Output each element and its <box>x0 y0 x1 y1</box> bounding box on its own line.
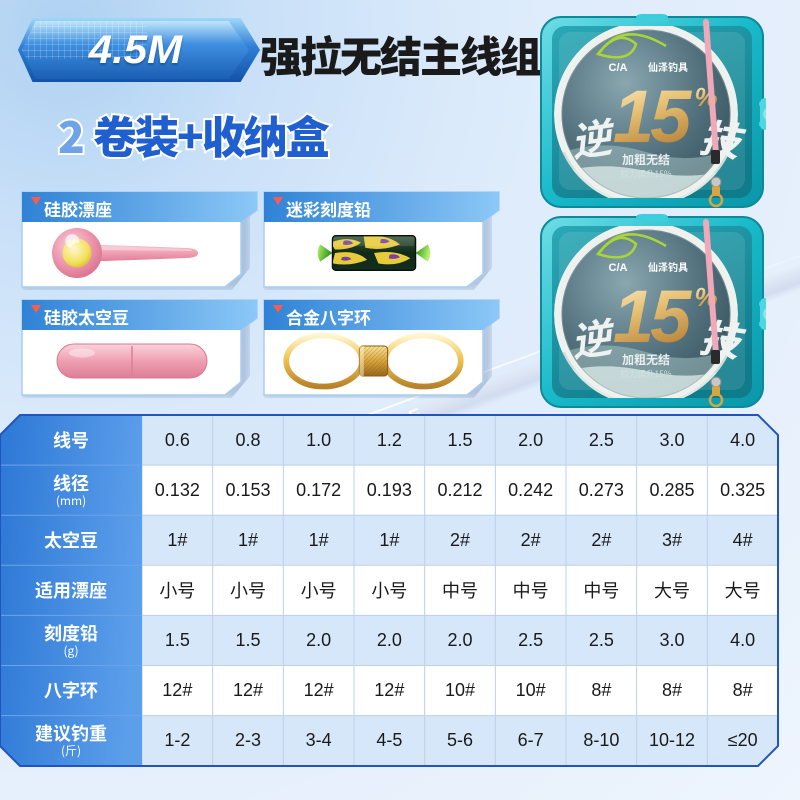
svg-text:仙泽钓具: 仙泽钓具 <box>648 59 688 74</box>
svg-text:15: 15 <box>613 75 693 158</box>
svg-text:加粗无结: 加粗无结 <box>622 151 670 168</box>
svg-text:加粗无结: 加粗无结 <box>622 351 670 368</box>
svg-text:拉力提升15%: 拉力提升15% <box>620 168 671 180</box>
svg-text:C/A: C/A <box>609 62 628 74</box>
svg-text:C/A: C/A <box>609 262 628 274</box>
svg-text:仙泽钓具: 仙泽钓具 <box>648 259 688 274</box>
svg-text:拉力提升15%: 拉力提升15% <box>620 368 671 380</box>
svg-text:15: 15 <box>613 275 693 358</box>
